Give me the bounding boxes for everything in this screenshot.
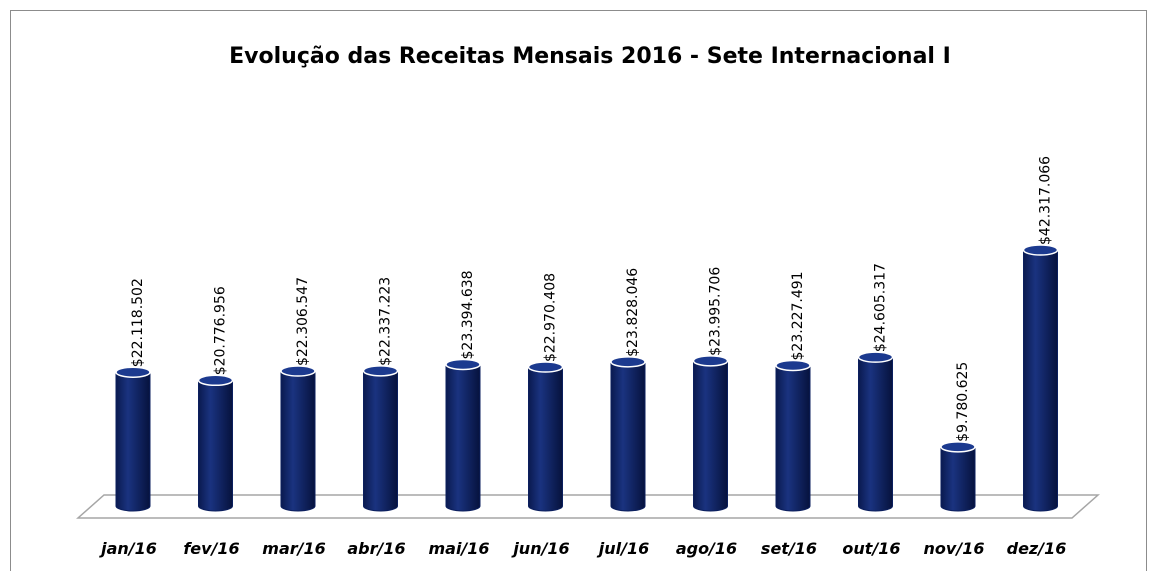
value-label: $22.306.547 [295, 277, 311, 366]
value-label: $42.317.066 [1038, 156, 1054, 245]
x-tick-label: jan/16 [98, 539, 157, 558]
value-label: $22.337.223 [378, 277, 394, 366]
x-tick-label: ago/16 [676, 539, 737, 558]
bar [115, 371, 151, 512]
x-tick-label: jul/16 [596, 539, 649, 558]
chart-title: Evolução das Receitas Mensais 2016 - Set… [229, 44, 951, 69]
bar [363, 370, 398, 512]
bar-top [940, 441, 976, 453]
chart-frame [10, 10, 1147, 571]
bar [280, 370, 316, 512]
bar-top [1022, 244, 1059, 256]
value-label: $22.118.502 [130, 278, 146, 367]
value-label: $23.227.491 [790, 271, 806, 360]
bar-top [857, 351, 894, 363]
bar-top [610, 356, 646, 368]
value-label: $23.394.638 [460, 270, 476, 359]
x-tick-label: abr/16 [347, 539, 405, 558]
value-label: $22.970.408 [543, 273, 559, 362]
x-tick-label: mar/16 [262, 539, 325, 558]
bar [198, 379, 233, 512]
x-tick-label: nov/16 [924, 539, 985, 558]
bar [610, 361, 646, 512]
value-label: $20.776.956 [213, 286, 229, 375]
bar [775, 364, 811, 512]
bar-top [775, 359, 811, 372]
value-label: $24.605.317 [873, 263, 889, 352]
x-tick-label: fev/16 [183, 539, 239, 558]
x-tick-label: mai/16 [428, 539, 489, 558]
floor [76, 494, 1100, 519]
bar [445, 363, 481, 512]
bar [528, 366, 563, 512]
bar [940, 446, 976, 512]
bar [858, 356, 893, 512]
bar [1023, 249, 1058, 512]
x-tick-label: dez/16 [1007, 539, 1067, 558]
x-tick-label: jun/16 [510, 539, 569, 558]
bar-top [115, 366, 151, 378]
bar-top [280, 365, 316, 377]
value-label: $23.828.046 [625, 268, 641, 357]
bar-top [362, 365, 399, 377]
value-label: $9.780.625 [955, 362, 971, 442]
value-label: $23.995.706 [708, 267, 724, 356]
bar [693, 360, 728, 512]
bar-top [197, 374, 234, 387]
bar-top [527, 361, 564, 373]
bar-top [692, 355, 729, 367]
x-tick-label: set/16 [761, 539, 817, 558]
bar-top [445, 358, 481, 371]
x-tick-label: out/16 [842, 539, 900, 558]
